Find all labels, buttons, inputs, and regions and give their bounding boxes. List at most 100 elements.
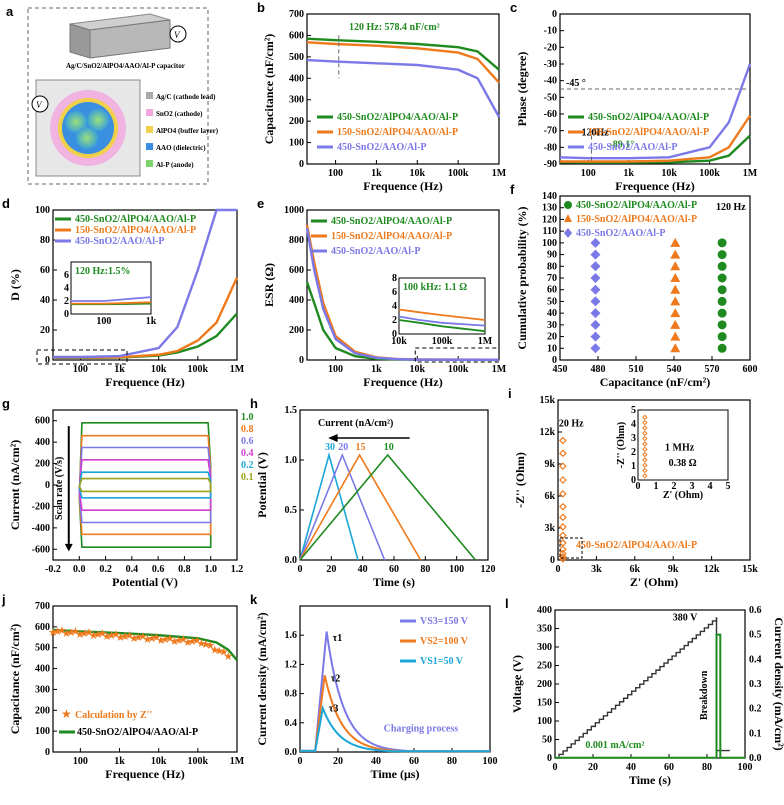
- star-marker: ★: [223, 651, 233, 663]
- y-tick-label: 10: [547, 343, 557, 354]
- y-tick-label: 1.0: [285, 455, 298, 466]
- star-marker: ★: [205, 640, 215, 652]
- y-tick-label: -80: [544, 142, 557, 153]
- cv-loop: [78, 471, 212, 499]
- y-tick-label: 400: [289, 295, 304, 306]
- panel-i: i 0 3k 6k 9k 12k 15k 0 3k 6k 9k 12k 15k Z' (Ohm) -Z'' …: [508, 386, 758, 589]
- y-tick-label: 0: [552, 355, 557, 366]
- scatter-point: [670, 249, 681, 259]
- inset-y-tick-label: 5: [631, 405, 636, 416]
- plot-frame: [557, 399, 751, 561]
- star-marker: ★: [48, 627, 58, 639]
- plot-frame: [52, 605, 238, 753]
- x-tick-label: 100: [73, 756, 88, 767]
- inset-y-tick-label: 0: [392, 329, 397, 340]
- annotation: -89.1°: [609, 139, 634, 150]
- x-tick-label: 570: [705, 364, 720, 375]
- y-tick-label: 80: [547, 261, 557, 272]
- scatter-point: [717, 250, 727, 260]
- series-line: [53, 208, 237, 359]
- legend-label: 450-SnO2/AAO/Al-P: [576, 228, 665, 239]
- legend-label: 0.6: [241, 436, 254, 447]
- x-tick-label: 100k: [448, 168, 469, 179]
- scatter-point: [717, 296, 727, 306]
- nyquist-point: [559, 549, 567, 558]
- y-tick-label: 600: [289, 30, 304, 41]
- arrow-head-icon: [64, 543, 73, 552]
- panel-e-label: e: [257, 196, 264, 211]
- y-tick-label: 50: [547, 296, 557, 307]
- y2-tick-label: 0.0: [749, 753, 762, 764]
- legend-marker: [564, 214, 572, 222]
- zoom-box: [36, 349, 128, 365]
- y-tick-label: 600: [35, 622, 50, 633]
- scatter-point: [670, 343, 681, 353]
- inset-y-tick-label: 2: [64, 296, 69, 307]
- star-marker: ★: [169, 636, 179, 648]
- inset-point: [642, 467, 648, 474]
- legend-label: 150-SnO2/AlPO4/AAO/Al-P: [331, 231, 452, 242]
- y-tick-label: 9k: [544, 459, 555, 470]
- inset-annotation: 100 kHz: 1.1 Ω: [403, 282, 467, 293]
- y-tick-label: 30: [547, 320, 557, 331]
- y-axis-label: Cumulative probability (%): [515, 206, 529, 349]
- x-tick-label: 100: [328, 364, 343, 375]
- x-tick-label: 40: [626, 762, 636, 773]
- series-line: [52, 628, 238, 661]
- x-axis-label: Frequence (Hz): [615, 179, 694, 193]
- annotation: Charging process: [384, 724, 459, 735]
- y-tick-label: 1.2: [285, 659, 298, 670]
- inset-point: [642, 414, 648, 420]
- scatter-point: [670, 319, 681, 329]
- legend-label: 150-SnO2/AlPO4/AAO/Al-P: [75, 225, 196, 236]
- legend-label: 450-SnO2/AAO/Al-P: [331, 246, 420, 257]
- panel-b-label: b: [257, 0, 265, 15]
- inset-point: [642, 425, 648, 431]
- legend-label: 450-SnO2/AAO/Al-P: [337, 142, 426, 153]
- y2-tick-label: 0.6: [749, 605, 762, 616]
- y-tick-label: 12k: [539, 427, 555, 438]
- y-tick-label: 0.5: [285, 505, 298, 516]
- x-tick-label: 0.0: [73, 564, 86, 575]
- y-tick-label: 0.0: [285, 747, 298, 758]
- y-tick-label: 200: [537, 679, 552, 690]
- legend-label: 450-SnO2/AlPO4/AAO/Al-P: [77, 727, 198, 738]
- star-marker: ★: [98, 628, 108, 640]
- y-tick-label: -60: [544, 109, 557, 120]
- scatter-point: [717, 238, 727, 248]
- voltmeter-symbol: V: [36, 100, 43, 110]
- legend-label: 150-SnO2/AlPO4/AAO/Al-P: [337, 127, 458, 138]
- inset-series-line: [71, 296, 152, 302]
- inset-y-tick-label: 8: [392, 273, 397, 284]
- x-tick-label: 6k: [630, 564, 641, 575]
- inset-x-tick-label: 0: [636, 481, 641, 492]
- arrow-head-icon: [328, 434, 338, 442]
- star-marker: ★: [214, 645, 224, 657]
- inset-point: [642, 462, 648, 468]
- y-tick-label: -70: [544, 126, 557, 137]
- inset-x-tick-label: 1M: [478, 336, 493, 347]
- legend-swatch: [146, 109, 153, 116]
- y-tick-label: 0.8: [285, 689, 298, 700]
- star-marker: ★: [187, 636, 197, 648]
- voltage-staircase: [555, 617, 718, 759]
- legend-label: AlPO4 (buffer layer): [156, 127, 219, 135]
- annotation: 120Hz: [581, 128, 609, 139]
- scatter-point: [590, 331, 601, 342]
- star-marker: ★: [75, 629, 85, 641]
- x-tick-label: 0: [556, 564, 561, 575]
- annotation: 0.001 mA/cm²: [585, 740, 644, 751]
- y-tick-label: 200: [35, 459, 50, 470]
- nyquist-point: [559, 539, 567, 547]
- y-tick-label: -600: [32, 544, 50, 555]
- legend-label: 450-SnO2/AAO/Al-P: [588, 142, 677, 153]
- x-tick-label: 0: [553, 762, 558, 773]
- inset-point: [642, 435, 648, 442]
- schematic-legend: Ag/C (cathode lead) SnO2 (cathode) AlPO4 (…: [146, 92, 219, 169]
- y-tick-label: 20: [547, 332, 557, 343]
- x-tick-label: -0.2: [45, 564, 61, 575]
- y-tick-label: 700: [289, 9, 304, 20]
- y-tick-label: 200: [289, 116, 304, 127]
- inset-point: [642, 419, 648, 426]
